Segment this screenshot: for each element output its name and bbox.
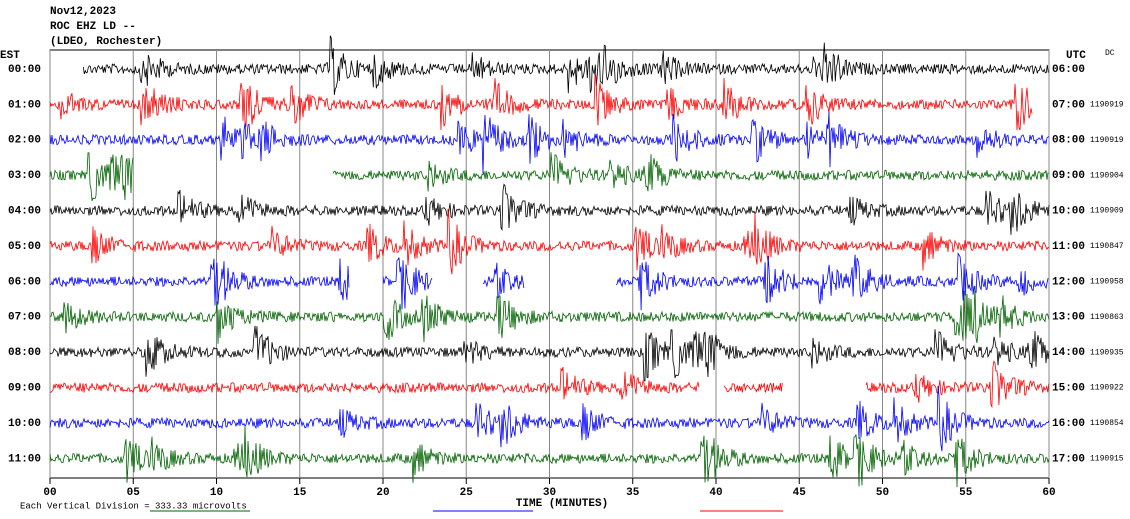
row-code: 1190854 [1090,419,1124,428]
row-label-est: 11:00 [8,453,41,465]
trace-segment [82,35,1049,95]
row-label-utc: 15:00 [1052,383,1085,395]
trace-segment [723,382,783,393]
row-code: 1190909 [1090,207,1124,216]
footer: Each Vertical Division = 333.33 microvol… [20,501,247,511]
trace-segment [482,262,525,299]
row-label-est: 08:00 [8,347,41,359]
title-line: Nov12,2023 [50,6,116,18]
row-label-est: 06:00 [8,276,41,288]
trace-segment [49,325,1050,382]
row-code: 1190904 [1090,171,1124,180]
x-tick-label: 15 [293,487,307,499]
trace-segment [865,360,1050,409]
row-label-utc: 07:00 [1052,99,1085,111]
x-tick-label: 60 [1042,487,1055,499]
row-label-est: 07:00 [8,312,41,324]
row-code: 1190919 [1090,136,1124,145]
row-label-utc: 13:00 [1052,312,1085,324]
title-line: (LDEO, Rochester) [50,36,162,48]
x-tick-label: 10 [210,487,223,499]
row-label-est: 03:00 [8,170,41,182]
right-header: UTC [1066,50,1086,62]
row-label-utc: 14:00 [1052,347,1085,359]
trace-segment [615,252,1049,311]
trace-segment [50,285,1050,344]
x-tick-label: 25 [460,487,474,499]
row-code: 1190958 [1090,278,1124,287]
row-label-utc: 12:00 [1052,276,1085,288]
row-label-est: 10:00 [8,418,41,430]
row-label-est: 05:00 [8,241,41,253]
row-label-est: 09:00 [8,383,41,395]
x-tick-label: 45 [793,487,807,499]
x-tick-label: 20 [376,487,389,499]
trace-segment [49,425,1050,488]
row-label-est: 01:00 [8,99,41,111]
row-label-est: 00:00 [8,64,41,76]
row-code: 1190935 [1090,348,1124,357]
trace-segment [49,152,134,202]
row-label-utc: 06:00 [1052,64,1085,76]
x-tick-label: 05 [127,487,141,499]
row-label-utc: 08:00 [1052,135,1085,147]
right-note: DC [1105,49,1115,58]
trace-segment [49,258,350,306]
row-label-utc: 10:00 [1052,206,1085,218]
x-tick-label: 00 [43,487,56,499]
trace-segment [49,366,700,400]
x-axis-label: TIME (MINUTES) [516,498,608,510]
row-code: 1190919 [1090,101,1124,110]
x-tick-label: 35 [626,487,640,499]
row-label-utc: 16:00 [1052,418,1085,430]
trace-segment [332,152,1049,192]
row-label-est: 04:00 [8,206,41,218]
row-code: 1190863 [1090,313,1124,322]
row-code: 1190847 [1090,242,1124,251]
x-tick-label: 50 [876,487,889,499]
title-line: ROC EHZ LD -- [50,21,136,33]
trace-segment [49,112,1050,174]
left-header: EST [0,50,20,62]
row-label-est: 02:00 [8,135,41,147]
x-tick-label: 30 [543,487,556,499]
row-code: 1190915 [1090,455,1124,464]
trace-segment [49,208,1050,275]
trace-segment [49,74,1033,131]
trace-segment [49,183,1050,235]
x-tick-label: 40 [709,487,722,499]
row-label-utc: 11:00 [1052,241,1085,253]
row-label-utc: 09:00 [1052,170,1085,182]
row-label-utc: 17:00 [1052,453,1085,465]
trace-segment [49,385,1050,452]
x-tick-label: 55 [959,487,973,499]
row-code: 1190922 [1090,384,1124,393]
trace-segment [382,257,433,310]
